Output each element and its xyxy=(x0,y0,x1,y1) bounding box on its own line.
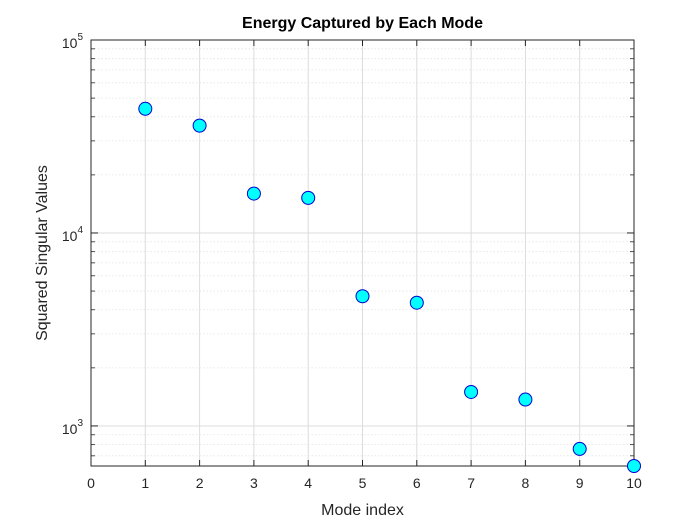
data-point xyxy=(572,441,587,456)
grid xyxy=(91,40,634,466)
x-tick-label: 6 xyxy=(413,475,421,491)
x-axis-label: Mode index xyxy=(321,502,404,519)
data-point xyxy=(301,190,316,205)
x-tick-labels: 0 1 2 3 4 5 6 7 8 9 10 xyxy=(87,475,642,491)
x-tick-label: 8 xyxy=(522,475,530,491)
data-point xyxy=(464,384,479,399)
axes-box xyxy=(90,39,635,467)
data-points xyxy=(138,101,641,473)
y-tick-base: 10 xyxy=(62,35,78,51)
x-tick-label: 2 xyxy=(196,475,204,491)
data-point xyxy=(192,118,207,133)
x-tick-label: 3 xyxy=(250,475,258,491)
x-tick-label: 5 xyxy=(359,475,367,491)
y-tick-exponent: 5 xyxy=(77,32,83,43)
x-tick-label: 4 xyxy=(304,475,312,491)
data-point xyxy=(409,295,424,310)
y-tick-base: 10 xyxy=(62,421,78,437)
x-tick-label: 10 xyxy=(626,475,642,491)
y-axis-label: Squared Singular Values xyxy=(34,165,51,341)
axes xyxy=(90,39,635,467)
y-tick-exponent: 3 xyxy=(77,418,83,429)
data-point xyxy=(627,459,641,473)
x-tick-label: 1 xyxy=(141,475,149,491)
y-tick-label: 105 xyxy=(62,32,84,51)
chart-title: Energy Captured by Each Mode xyxy=(242,15,483,32)
y-tick-label: 103 xyxy=(62,418,84,437)
y-tick-exponent: 4 xyxy=(77,225,83,236)
data-point xyxy=(138,101,153,116)
y-tick-label: 104 xyxy=(62,225,84,244)
x-tick-label: 0 xyxy=(87,475,95,491)
x-tick-label: 7 xyxy=(467,475,475,491)
x-tick-label: 9 xyxy=(576,475,584,491)
data-point xyxy=(246,186,261,201)
data-point xyxy=(355,289,370,304)
data-point xyxy=(518,392,533,407)
y-tick-base: 10 xyxy=(62,228,78,244)
